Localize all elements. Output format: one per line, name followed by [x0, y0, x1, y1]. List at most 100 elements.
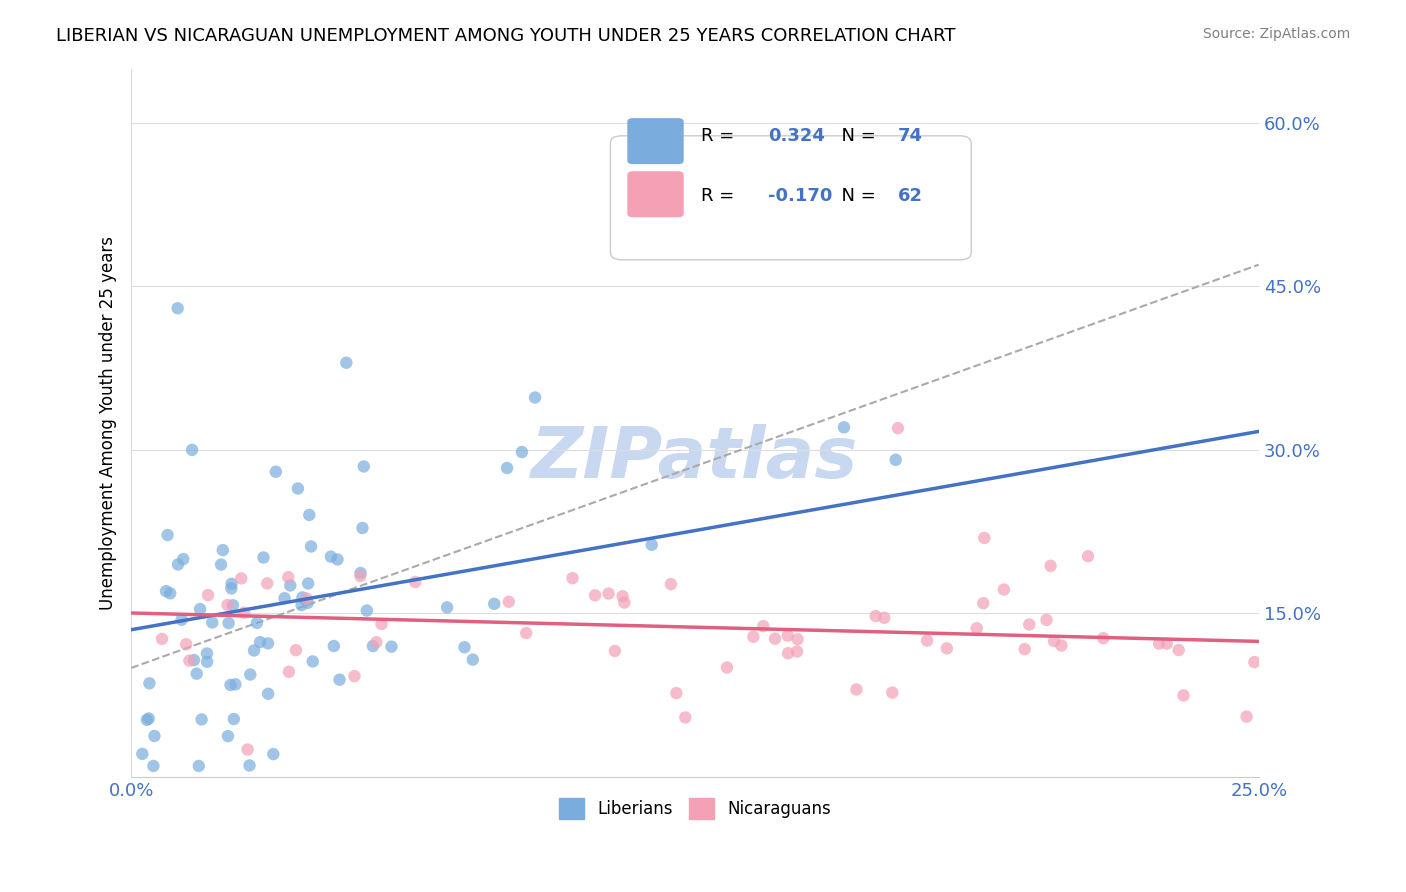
- Nicaraguans: [603, 644, 626, 658]
- Liberians: [186, 666, 208, 681]
- Nicaraguans: [845, 682, 868, 697]
- Liberians: [257, 687, 280, 701]
- FancyBboxPatch shape: [610, 136, 972, 260]
- Liberians: [143, 729, 166, 743]
- Nicaraguans: [1092, 631, 1115, 645]
- Liberians: [190, 713, 212, 727]
- Nicaraguans: [915, 633, 938, 648]
- Liberians: [264, 465, 287, 479]
- Nicaraguans: [966, 621, 988, 635]
- Liberians: [224, 677, 246, 691]
- Nicaraguans: [612, 589, 634, 603]
- Nicaraguans: [673, 710, 696, 724]
- Nicaraguans: [277, 570, 299, 584]
- Liberians: [461, 652, 484, 666]
- Liberians: [326, 552, 349, 566]
- Liberians: [262, 747, 284, 761]
- Nicaraguans: [993, 582, 1015, 597]
- Liberians: [167, 558, 190, 572]
- Liberians: [219, 678, 242, 692]
- Liberians: [510, 445, 533, 459]
- Nicaraguans: [515, 626, 537, 640]
- Text: 74: 74: [898, 127, 922, 145]
- Liberians: [290, 598, 312, 612]
- Liberians: [188, 602, 211, 616]
- Liberians: [131, 747, 153, 761]
- Y-axis label: Unemployment Among Youth under 25 years: Unemployment Among Youth under 25 years: [100, 235, 117, 610]
- Text: 62: 62: [898, 187, 922, 205]
- Liberians: [356, 603, 378, 617]
- Liberians: [257, 636, 280, 650]
- Nicaraguans: [1018, 617, 1040, 632]
- Nicaraguans: [236, 742, 259, 756]
- Liberians: [436, 600, 458, 615]
- Text: N =: N =: [831, 187, 882, 205]
- Liberians: [142, 759, 165, 773]
- Text: ZIPatlas: ZIPatlas: [531, 424, 859, 492]
- Liberians: [195, 655, 218, 669]
- Liberians: [297, 596, 319, 610]
- Nicaraguans: [366, 635, 388, 649]
- Liberians: [298, 508, 321, 522]
- Nicaraguans: [174, 637, 197, 651]
- Liberians: [246, 615, 269, 630]
- Liberians: [209, 558, 232, 572]
- Nicaraguans: [1039, 558, 1062, 573]
- Nicaraguans: [752, 619, 775, 633]
- Liberians: [243, 643, 266, 657]
- Nicaraguans: [256, 576, 278, 591]
- Nicaraguans: [935, 641, 957, 656]
- Nicaraguans: [404, 574, 426, 589]
- Liberians: [155, 584, 177, 599]
- Liberians: [159, 586, 181, 600]
- Text: N =: N =: [831, 127, 882, 145]
- Liberians: [832, 420, 855, 434]
- Nicaraguans: [1014, 642, 1036, 657]
- Liberians: [249, 635, 271, 649]
- Nicaraguans: [197, 588, 219, 602]
- Liberians: [195, 647, 218, 661]
- Nicaraguans: [231, 571, 253, 585]
- FancyBboxPatch shape: [627, 118, 683, 164]
- Nicaraguans: [887, 421, 910, 435]
- Nicaraguans: [763, 632, 786, 646]
- Liberians: [221, 582, 243, 596]
- Liberians: [353, 459, 375, 474]
- Text: Source: ZipAtlas.com: Source: ZipAtlas.com: [1202, 27, 1350, 41]
- Liberians: [239, 667, 262, 681]
- Liberians: [221, 576, 243, 591]
- Liberians: [287, 482, 309, 496]
- Nicaraguans: [865, 609, 887, 624]
- Liberians: [138, 676, 160, 690]
- Nicaraguans: [1050, 639, 1073, 653]
- FancyBboxPatch shape: [627, 171, 683, 218]
- Liberians: [156, 528, 179, 542]
- Nicaraguans: [659, 577, 682, 591]
- Nicaraguans: [972, 596, 994, 610]
- Nicaraguans: [1035, 613, 1057, 627]
- Text: -0.170: -0.170: [768, 187, 832, 205]
- Nicaraguans: [1173, 689, 1195, 703]
- Liberians: [252, 550, 274, 565]
- Nicaraguans: [1156, 637, 1178, 651]
- Nicaraguans: [973, 531, 995, 545]
- Nicaraguans: [786, 632, 808, 647]
- Text: 0.324: 0.324: [768, 127, 825, 145]
- Liberians: [238, 758, 260, 772]
- Liberians: [278, 578, 301, 592]
- Nicaraguans: [217, 598, 239, 612]
- Liberians: [328, 673, 350, 687]
- Liberians: [301, 654, 323, 668]
- Liberians: [183, 653, 205, 667]
- Nicaraguans: [613, 596, 636, 610]
- Liberians: [217, 729, 239, 743]
- Liberians: [297, 576, 319, 591]
- Nicaraguans: [1236, 709, 1258, 723]
- Nicaraguans: [150, 632, 173, 646]
- Nicaraguans: [1147, 637, 1170, 651]
- Nicaraguans: [343, 669, 366, 683]
- Liberians: [222, 712, 245, 726]
- Liberians: [135, 713, 157, 727]
- Nicaraguans: [498, 595, 520, 609]
- Liberians: [361, 639, 384, 653]
